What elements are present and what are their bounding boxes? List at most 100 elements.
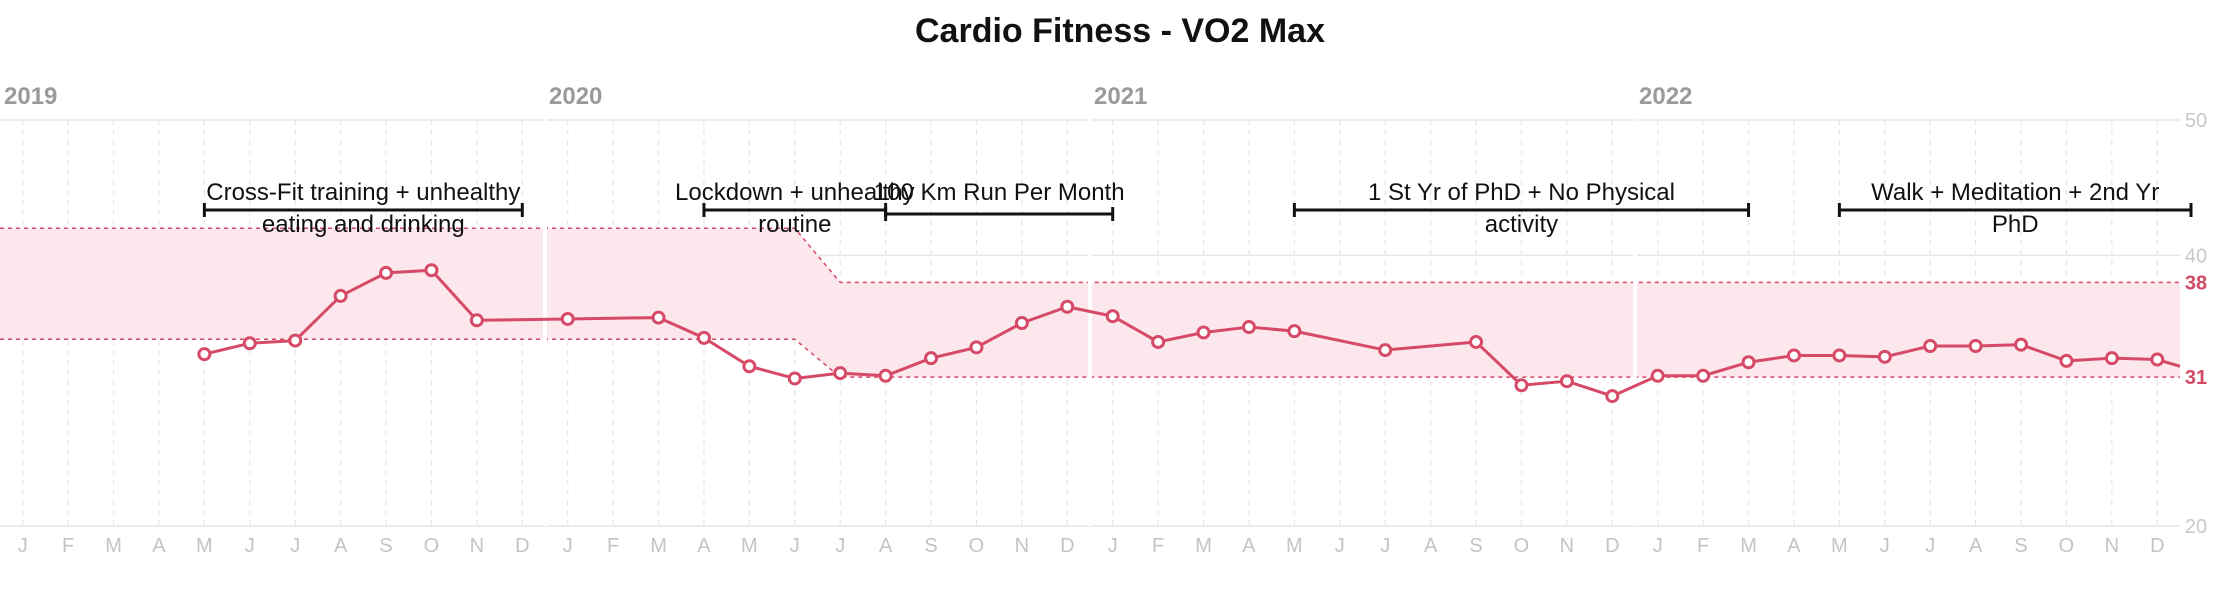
month-label: J xyxy=(790,535,800,557)
data-point xyxy=(197,347,212,362)
data-point xyxy=(1696,368,1711,383)
data-point xyxy=(333,288,348,303)
data-point xyxy=(833,366,848,381)
month-label: M xyxy=(105,535,122,557)
month-label: A xyxy=(697,535,711,557)
data-point xyxy=(1469,334,1484,349)
data-point xyxy=(1060,299,1075,314)
month-label: J xyxy=(290,535,300,557)
data-point xyxy=(878,368,893,383)
month-label: J xyxy=(245,535,255,557)
data-point xyxy=(1241,320,1256,335)
month-label: O xyxy=(969,535,985,557)
data-point xyxy=(1196,325,1211,340)
annotation-text: 100 Km Run Per Month xyxy=(874,179,1125,206)
data-point xyxy=(1786,348,1801,363)
data-point xyxy=(469,313,484,328)
month-label: S xyxy=(2014,535,2027,557)
month-label: S xyxy=(1469,535,1482,557)
data-point xyxy=(288,333,303,348)
month-label: M xyxy=(1831,535,1848,557)
month-label: N xyxy=(2105,535,2119,557)
month-label: J xyxy=(1925,535,1935,557)
month-label: M xyxy=(1195,535,1212,557)
month-label: O xyxy=(1514,535,1530,557)
month-label: F xyxy=(1697,535,1709,557)
data-point xyxy=(1605,389,1620,404)
data-point xyxy=(2014,337,2029,352)
month-label: F xyxy=(62,535,74,557)
month-label: J xyxy=(18,535,28,557)
month-label: O xyxy=(424,535,440,557)
month-label: A xyxy=(1242,535,1256,557)
month-label: O xyxy=(2059,535,2075,557)
data-point xyxy=(969,340,984,355)
annotation-text: PhD xyxy=(1992,211,2039,238)
data-point xyxy=(924,351,939,366)
month-label: M xyxy=(650,535,667,557)
data-point xyxy=(2150,352,2165,367)
data-point xyxy=(1923,339,1938,354)
month-label: N xyxy=(1015,535,1029,557)
band-lower-edge xyxy=(0,338,2180,378)
month-label: D xyxy=(2150,535,2164,557)
data-point xyxy=(787,371,802,386)
month-label: S xyxy=(924,535,937,557)
month-label: M xyxy=(741,535,758,557)
year-label: 2020 xyxy=(549,83,602,110)
annotation-text: eating and drinking xyxy=(262,211,465,238)
data-point xyxy=(1559,374,1574,389)
data-point xyxy=(1378,343,1393,358)
month-label: J xyxy=(1380,535,1390,557)
year-labels: 2019 2020 2021 2022 xyxy=(4,83,1692,110)
data-point xyxy=(379,265,394,280)
annotation-text: routine xyxy=(758,211,831,238)
data-point xyxy=(1877,349,1892,364)
data-point xyxy=(242,336,257,351)
data-point xyxy=(1832,348,1847,363)
annotations: Cross-Fit training + unhealthy eating and… xyxy=(202,179,2193,238)
data-point xyxy=(696,330,711,345)
data-point xyxy=(1014,316,1029,330)
year-label: 2022 xyxy=(1639,83,1692,110)
month-label: A xyxy=(1424,535,1438,557)
month-label: F xyxy=(607,535,619,557)
data-point xyxy=(651,310,666,325)
y-axis-ticks: 20 40 50 38 31 xyxy=(2185,110,2207,538)
month-label: A xyxy=(334,535,348,557)
month-label: F xyxy=(1152,535,1164,557)
data-point xyxy=(560,311,575,326)
month-label: M xyxy=(1740,535,1757,557)
month-label: N xyxy=(470,535,484,557)
data-point xyxy=(742,359,757,374)
month-label: D xyxy=(1060,535,1074,557)
data-point xyxy=(1968,339,1983,354)
y-tick-label: 50 xyxy=(2185,110,2207,132)
month-label: J xyxy=(563,535,573,557)
data-point xyxy=(1741,355,1756,370)
month-label: J xyxy=(835,535,845,557)
data-point xyxy=(1650,368,1665,383)
month-label: A xyxy=(1787,535,1801,557)
reference-band xyxy=(0,108,2180,526)
chart-title: Cardio Fitness - VO2 Max xyxy=(915,12,1325,50)
month-label: A xyxy=(1969,535,1983,557)
annotation-text: activity xyxy=(1485,211,1558,238)
y-tick-label: 40 xyxy=(2185,245,2207,267)
month-label: M xyxy=(196,535,213,557)
band-value-label: 38 xyxy=(2185,272,2207,294)
year-label: 2021 xyxy=(1094,83,1147,110)
month-label: J xyxy=(1880,535,1890,557)
annotation-text: 1 St Yr of PhD + No Physical xyxy=(1368,179,1675,206)
annotation-text: Lockdown + unhealthy xyxy=(675,179,915,206)
data-point xyxy=(1514,378,1529,393)
y-tick-label: 20 xyxy=(2185,516,2207,538)
data-point xyxy=(424,263,439,278)
data-point xyxy=(2104,351,2119,366)
month-label: N xyxy=(1560,535,1574,557)
month-label: J xyxy=(1335,535,1345,557)
band-value-label: 31 xyxy=(2185,367,2207,389)
data-point xyxy=(2059,353,2074,368)
